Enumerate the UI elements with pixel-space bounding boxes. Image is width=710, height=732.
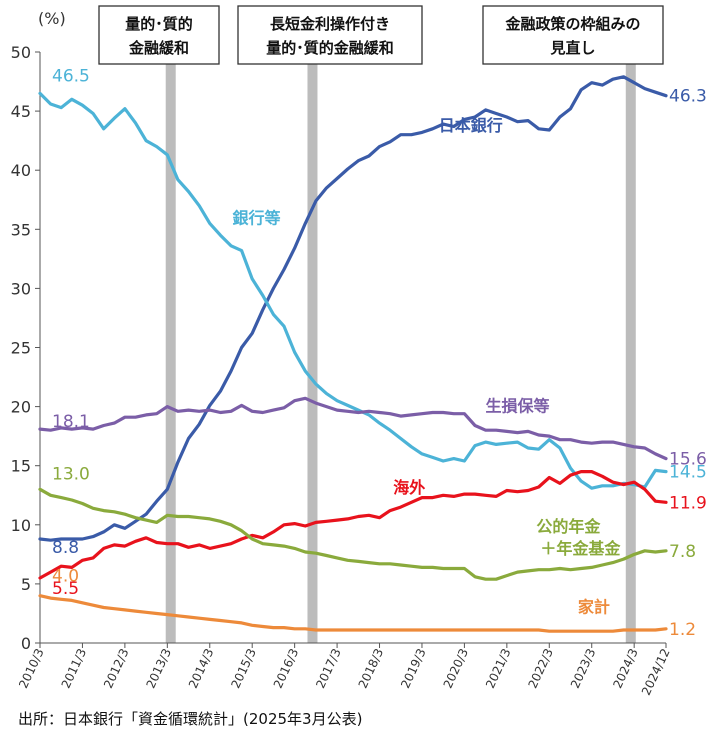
series-name-label: 海外	[393, 478, 425, 497]
start-value-label: 5.5	[52, 579, 79, 599]
x-tick-label: 2022/3	[525, 646, 556, 690]
y-tick-label: 30	[11, 279, 31, 298]
y-tick-label: 40	[11, 161, 31, 180]
policy-bar-1	[165, 52, 176, 643]
x-tick-label: 2018/3	[356, 646, 387, 690]
series-line-2	[38, 91, 668, 490]
policy-period-bars	[165, 52, 636, 643]
annotation-text: 金融緩和	[128, 39, 189, 57]
start-value-label: 46.5	[52, 66, 90, 86]
y-tick-label: 45	[11, 102, 31, 121]
series-name-label: 日本銀行	[439, 116, 503, 135]
y-tick-label: 15	[11, 457, 31, 476]
series-name-label: ＋年金基金	[540, 539, 621, 558]
start-value-label: 13.0	[52, 464, 90, 484]
y-tick-label: 0	[21, 634, 31, 653]
series-line-3	[38, 396, 668, 461]
x-tick-label: 2013/3	[144, 646, 175, 690]
policy-bar-3	[625, 52, 636, 643]
end-value-label: 1.2	[669, 620, 696, 640]
start-value-label: 8.8	[52, 538, 79, 558]
series-name-label: 生損保等	[485, 396, 549, 415]
source-note: 出所：日本銀行「資金循環統計」(2025年3月公表)	[18, 710, 363, 728]
x-tick-label: 2016/3	[271, 646, 302, 690]
x-tick-label: 2024/12	[639, 646, 673, 697]
x-tick-label: 2021/3	[483, 646, 514, 690]
annotation-box-1	[98, 5, 220, 65]
y-axis-unit-label: (%)	[38, 9, 66, 28]
annotation-text: 長短金利操作付き	[270, 15, 390, 33]
end-value-label: 11.9	[669, 493, 707, 513]
end-value-label: 14.5	[669, 463, 707, 483]
start-value-label: 4.0	[52, 567, 79, 587]
x-tick-label: 2011/3	[59, 646, 90, 690]
annotation-box-2	[237, 5, 423, 65]
series-line-1	[38, 75, 668, 542]
y-tick-label: 20	[11, 398, 31, 417]
x-tick-label: 2023/3	[568, 646, 599, 690]
annotation-text: 量的･質的	[125, 15, 193, 33]
y-tick-label: 50	[11, 43, 31, 62]
x-tick-label: 2012/3	[101, 646, 132, 690]
x-tick-label: 2014/3	[186, 646, 217, 690]
y-tick-label: 10	[11, 516, 31, 535]
y-tick-label: 25	[11, 339, 31, 358]
series-lines	[38, 75, 668, 633]
x-tick-label: 2017/3	[313, 646, 344, 690]
x-tick-label: 2024/3	[610, 646, 641, 690]
series-labels: 8.8 46.3 日本銀行 46.5 14.5 銀行等 18.1 15.6 生損保等 5.5 11.…	[52, 66, 707, 639]
series-name-label: 銀行等	[232, 208, 280, 227]
y-tick-label: 35	[11, 220, 31, 239]
annotation-text: 量的･質的金融緩和	[266, 39, 394, 57]
series-line-4	[38, 470, 668, 580]
series-name-label: 公的年金	[536, 517, 601, 536]
x-tick-label: 2020/3	[441, 646, 472, 690]
end-value-label: 46.3	[669, 87, 707, 107]
annotation-text: 金融政策の枠組みの	[504, 15, 640, 33]
annotation-text: 見直し	[549, 39, 595, 57]
series-line-6	[38, 594, 668, 633]
annotation-box-3	[482, 5, 664, 65]
series-name-label: 家計	[578, 597, 610, 616]
x-tick-label: 2015/3	[228, 646, 259, 690]
x-tick-label: 2019/3	[398, 646, 429, 690]
y-tick-label: 5	[21, 575, 31, 594]
end-value-label: 15.6	[669, 450, 707, 470]
policy-bar-2	[307, 52, 318, 643]
series-line-5	[38, 487, 668, 581]
start-value-label: 18.1	[52, 412, 90, 432]
end-value-label: 7.8	[669, 542, 696, 562]
